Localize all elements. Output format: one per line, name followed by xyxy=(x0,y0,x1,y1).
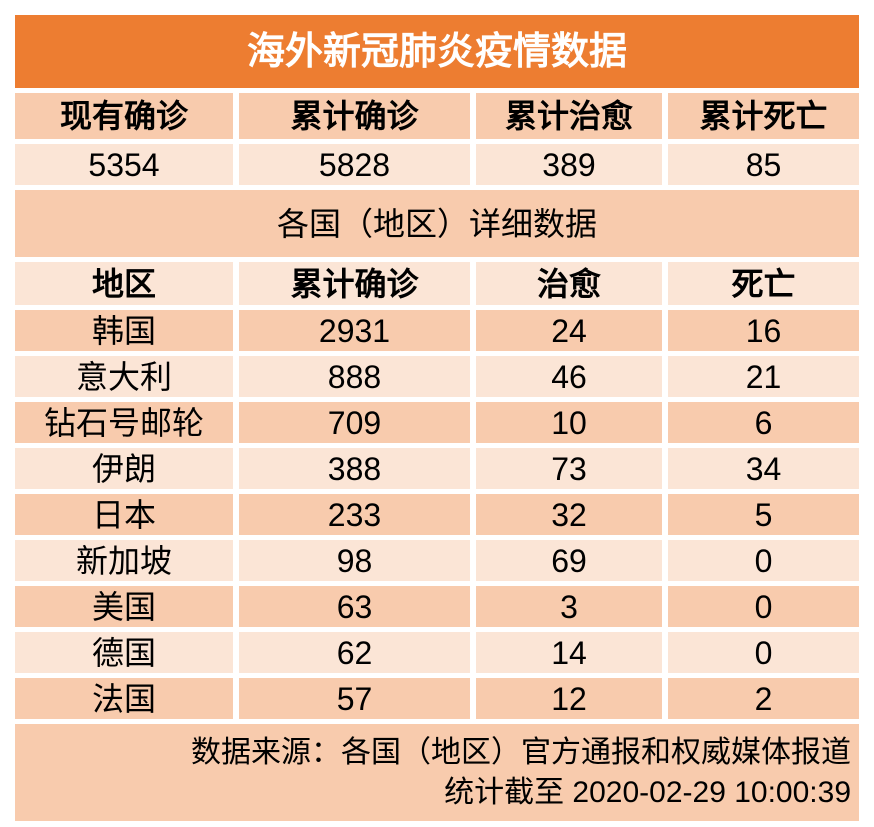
summary-header-existing-confirmed: 现有确诊 xyxy=(15,93,233,139)
cured-cell: 73 xyxy=(476,448,662,489)
summary-header-total-confirmed: 累计确诊 xyxy=(239,93,470,139)
column-header-cured: 治愈 xyxy=(476,262,662,305)
region-cell: 钻石号邮轮 xyxy=(15,402,233,443)
confirmed-cell: 57 xyxy=(239,678,470,719)
section-title: 各国（地区）详细数据 xyxy=(15,190,859,257)
covid-data-table: 海外新冠肺炎疫情数据 现有确诊 累计确诊 累计治愈 累计死亡 5354 5828… xyxy=(15,15,859,821)
column-header-confirmed: 累计确诊 xyxy=(239,262,470,305)
footer: 数据来源：各国（地区）官方通报和权威媒体报道 统计截至 2020-02-29 1… xyxy=(15,724,859,821)
deaths-cell: 0 xyxy=(668,540,859,581)
confirmed-cell: 63 xyxy=(239,586,470,627)
confirmed-cell: 233 xyxy=(239,494,470,535)
deaths-cell: 0 xyxy=(668,632,859,673)
deaths-cell: 5 xyxy=(668,494,859,535)
summary-header-total-deaths: 累计死亡 xyxy=(668,93,859,139)
summary-value-total-deaths: 85 xyxy=(668,144,859,185)
region-cell: 德国 xyxy=(15,632,233,673)
deaths-cell: 21 xyxy=(668,356,859,397)
confirmed-cell: 2931 xyxy=(239,310,470,351)
page-title: 海外新冠肺炎疫情数据 xyxy=(15,15,859,88)
cured-cell: 46 xyxy=(476,356,662,397)
cured-cell: 24 xyxy=(476,310,662,351)
confirmed-cell: 62 xyxy=(239,632,470,673)
timestamp-text: 统计截至 2020-02-29 10:00:39 xyxy=(444,775,851,809)
confirmed-cell: 709 xyxy=(239,402,470,443)
cured-cell: 69 xyxy=(476,540,662,581)
region-cell: 日本 xyxy=(15,494,233,535)
deaths-cell: 6 xyxy=(668,402,859,443)
region-cell: 韩国 xyxy=(15,310,233,351)
cured-cell: 10 xyxy=(476,402,662,443)
confirmed-cell: 98 xyxy=(239,540,470,581)
column-header-region: 地区 xyxy=(15,262,233,305)
deaths-cell: 16 xyxy=(668,310,859,351)
region-cell: 新加坡 xyxy=(15,540,233,581)
summary-header-total-cured: 累计治愈 xyxy=(476,93,662,139)
column-header-deaths: 死亡 xyxy=(668,262,859,305)
region-cell: 美国 xyxy=(15,586,233,627)
deaths-cell: 34 xyxy=(668,448,859,489)
cured-cell: 3 xyxy=(476,586,662,627)
deaths-cell: 0 xyxy=(668,586,859,627)
cured-cell: 14 xyxy=(476,632,662,673)
data-source-text: 数据来源：各国（地区）官方通报和权威媒体报道 xyxy=(191,735,851,769)
region-cell: 伊朗 xyxy=(15,448,233,489)
cured-cell: 32 xyxy=(476,494,662,535)
cured-cell: 12 xyxy=(476,678,662,719)
summary-value-total-confirmed: 5828 xyxy=(239,144,470,185)
confirmed-cell: 388 xyxy=(239,448,470,489)
summary-value-total-cured: 389 xyxy=(476,144,662,185)
deaths-cell: 2 xyxy=(668,678,859,719)
confirmed-cell: 888 xyxy=(239,356,470,397)
region-cell: 意大利 xyxy=(15,356,233,397)
summary-value-existing-confirmed: 5354 xyxy=(15,144,233,185)
region-cell: 法国 xyxy=(15,678,233,719)
